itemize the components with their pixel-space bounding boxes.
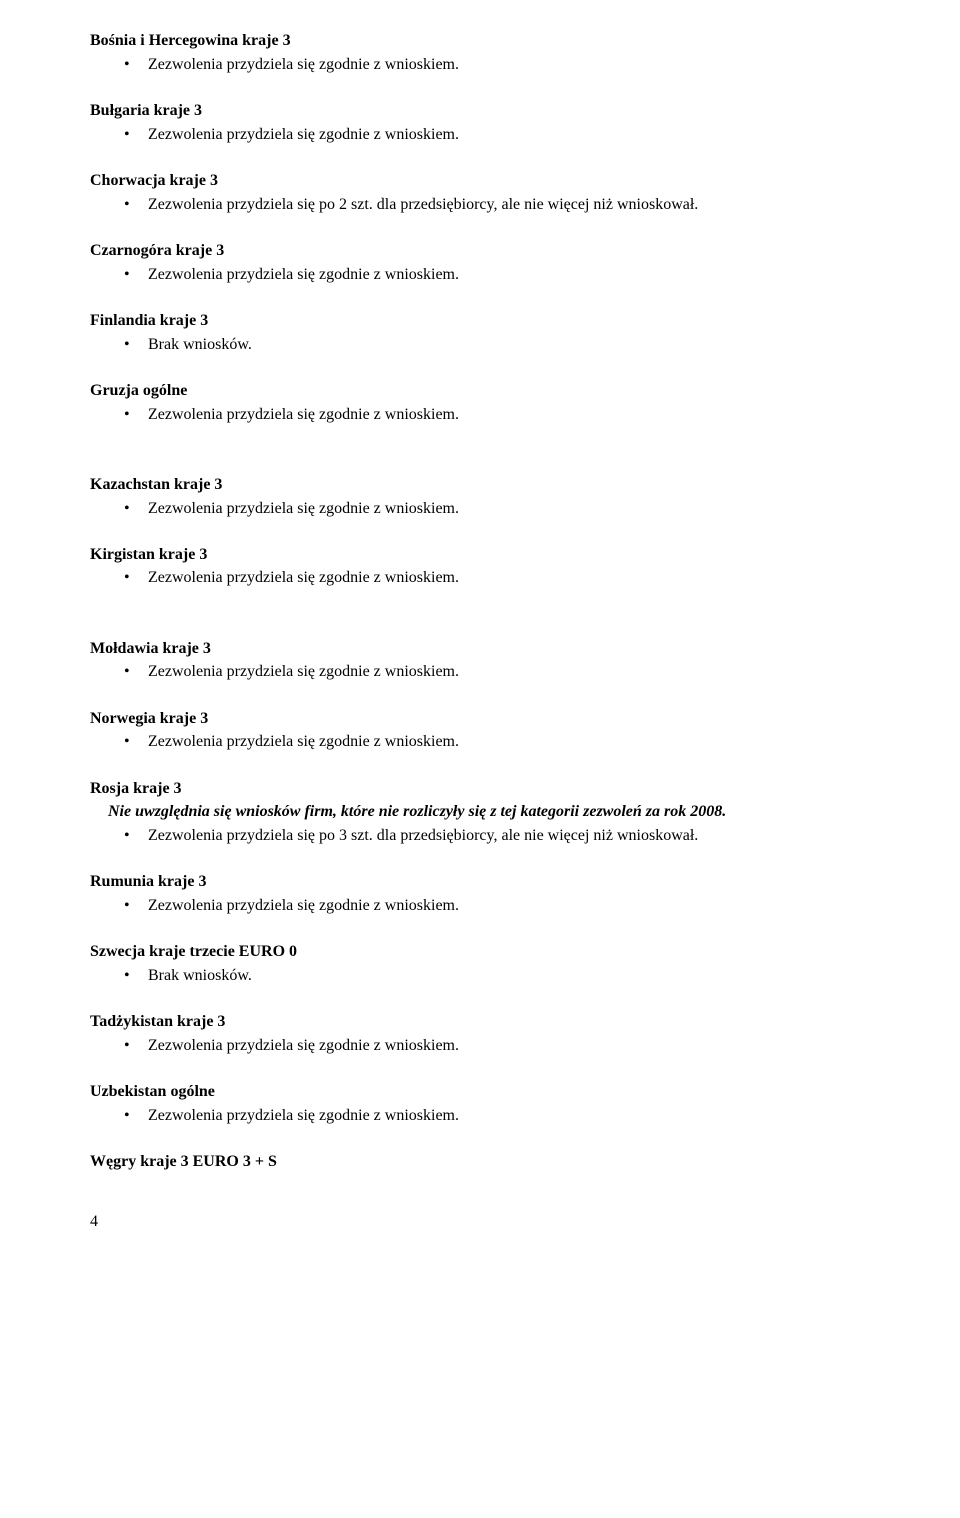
bullet-list: Zezwolenia przydziela się zgodnie z wnio… (90, 1105, 870, 1127)
section: Węgry kraje 3 EURO 3 + S (90, 1151, 870, 1173)
bullet-item: Brak wniosków. (148, 965, 870, 987)
bullet-item: Zezwolenia przydziela się zgodnie z wnio… (148, 1105, 870, 1127)
bullet-item: Zezwolenia przydziela się zgodnie z wnio… (148, 124, 870, 146)
section-heading: Szwecja kraje trzecie EURO 0 (90, 941, 870, 963)
section-heading: Tadżykistan kraje 3 (90, 1011, 870, 1033)
section: Czarnogóra kraje 3Zezwolenia przydziela … (90, 240, 870, 286)
section-heading: Mołdawia kraje 3 (90, 638, 870, 660)
bullet-list: Zezwolenia przydziela się zgodnie z wnio… (90, 404, 870, 426)
section: Chorwacja kraje 3Zezwolenia przydziela s… (90, 170, 870, 216)
section-heading: Norwegia kraje 3 (90, 708, 870, 730)
bullet-list: Zezwolenia przydziela się zgodnie z wnio… (90, 731, 870, 753)
bullet-item: Brak wniosków. (148, 334, 870, 356)
bullet-list: Zezwolenia przydziela się zgodnie z wnio… (90, 124, 870, 146)
section-heading: Uzbekistan ogólne (90, 1081, 870, 1103)
bullet-list: Zezwolenia przydziela się zgodnie z wnio… (90, 661, 870, 683)
section: Uzbekistan ogólneZezwolenia przydziela s… (90, 1081, 870, 1127)
section-heading: Bośnia i Hercegowina kraje 3 (90, 30, 870, 52)
section: Kirgistan kraje 3Zezwolenia przydziela s… (90, 544, 870, 590)
bullet-list: Zezwolenia przydziela się zgodnie z wnio… (90, 567, 870, 589)
section: Szwecja kraje trzecie EURO 0Brak wnioskó… (90, 941, 870, 987)
sections-container: Bośnia i Hercegowina kraje 3Zezwolenia p… (90, 30, 870, 1173)
bullet-item: Zezwolenia przydziela się po 3 szt. dla … (148, 825, 870, 847)
section-note: Nie uwzględnia się wniosków firm, które … (108, 801, 870, 823)
page-number: 4 (90, 1213, 870, 1231)
section: Bośnia i Hercegowina kraje 3Zezwolenia p… (90, 30, 870, 76)
section: Mołdawia kraje 3Zezwolenia przydziela si… (90, 638, 870, 684)
section-heading: Kazachstan kraje 3 (90, 474, 870, 496)
section-heading: Rosja kraje 3 (90, 778, 870, 800)
bullet-list: Zezwolenia przydziela się zgodnie z wnio… (90, 264, 870, 286)
section: Tadżykistan kraje 3Zezwolenia przydziela… (90, 1011, 870, 1057)
bullet-item: Zezwolenia przydziela się zgodnie z wnio… (148, 54, 870, 76)
bullet-item: Zezwolenia przydziela się zgodnie z wnio… (148, 567, 870, 589)
bullet-item: Zezwolenia przydziela się zgodnie z wnio… (148, 661, 870, 683)
bullet-list: Brak wniosków. (90, 334, 870, 356)
section-heading: Gruzja ogólne (90, 380, 870, 402)
section-heading: Bułgaria kraje 3 (90, 100, 870, 122)
document-page: Bośnia i Hercegowina kraje 3Zezwolenia p… (0, 0, 960, 1261)
section-heading: Czarnogóra kraje 3 (90, 240, 870, 262)
bullet-list: Zezwolenia przydziela się po 2 szt. dla … (90, 194, 870, 216)
bullet-list: Zezwolenia przydziela się zgodnie z wnio… (90, 895, 870, 917)
section-heading: Kirgistan kraje 3 (90, 544, 870, 566)
section: Rosja kraje 3Nie uwzględnia się wniosków… (90, 778, 870, 848)
bullet-item: Zezwolenia przydziela się zgodnie z wnio… (148, 731, 870, 753)
bullet-item: Zezwolenia przydziela się po 2 szt. dla … (148, 194, 870, 216)
section-heading: Chorwacja kraje 3 (90, 170, 870, 192)
bullet-item: Zezwolenia przydziela się zgodnie z wnio… (148, 404, 870, 426)
bullet-list: Zezwolenia przydziela się po 3 szt. dla … (90, 825, 870, 847)
bullet-list: Zezwolenia przydziela się zgodnie z wnio… (90, 54, 870, 76)
bullet-item: Zezwolenia przydziela się zgodnie z wnio… (148, 895, 870, 917)
bullet-list: Zezwolenia przydziela się zgodnie z wnio… (90, 1035, 870, 1057)
bullet-item: Zezwolenia przydziela się zgodnie z wnio… (148, 498, 870, 520)
bullet-item: Zezwolenia przydziela się zgodnie z wnio… (148, 1035, 870, 1057)
section-heading: Finlandia kraje 3 (90, 310, 870, 332)
section-heading: Rumunia kraje 3 (90, 871, 870, 893)
bullet-item: Zezwolenia przydziela się zgodnie z wnio… (148, 264, 870, 286)
section: Finlandia kraje 3Brak wniosków. (90, 310, 870, 356)
section: Gruzja ogólneZezwolenia przydziela się z… (90, 380, 870, 426)
section: Bułgaria kraje 3Zezwolenia przydziela si… (90, 100, 870, 146)
section-heading: Węgry kraje 3 EURO 3 + S (90, 1151, 870, 1173)
bullet-list: Brak wniosków. (90, 965, 870, 987)
bullet-list: Zezwolenia przydziela się zgodnie z wnio… (90, 498, 870, 520)
section: Kazachstan kraje 3Zezwolenia przydziela … (90, 474, 870, 520)
section: Norwegia kraje 3Zezwolenia przydziela si… (90, 708, 870, 754)
section: Rumunia kraje 3Zezwolenia przydziela się… (90, 871, 870, 917)
